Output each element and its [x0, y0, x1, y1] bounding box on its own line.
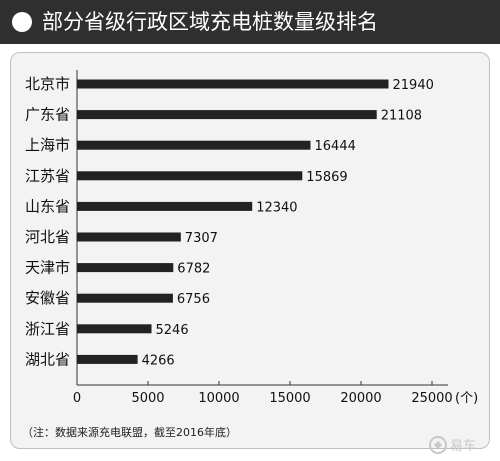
category-label: 山东省	[25, 197, 70, 215]
category-label: 北京市	[25, 75, 70, 93]
category-label: 江苏省	[25, 167, 70, 185]
x-tick-label: 10000	[198, 391, 239, 406]
bar-3	[77, 140, 311, 150]
bar-1	[77, 79, 389, 89]
category-label: 河北省	[25, 228, 70, 246]
bar-10	[77, 354, 138, 364]
bar-9	[77, 324, 152, 334]
data-label: 21940	[393, 78, 434, 93]
category-label: 广东省	[25, 106, 70, 124]
category-label: 天津市	[25, 259, 70, 277]
category-label: 湖北省	[25, 350, 70, 368]
data-label: 4266	[142, 353, 175, 368]
data-label: 6756	[177, 292, 210, 307]
bar-5	[77, 201, 253, 211]
watermark-text: 易车	[450, 438, 476, 454]
x-tick-label: 20000	[340, 391, 381, 406]
bar-8	[77, 293, 173, 303]
x-tick-label: 5000	[131, 391, 164, 406]
watermark-logo: 易车	[429, 436, 476, 454]
bar-2	[77, 110, 377, 120]
title-bar: 部分省级行政区域充电桩数量级排名	[0, 0, 500, 44]
category-label: 浙江省	[25, 320, 70, 338]
chart-title: 部分省级行政区域充电桩数量级排名	[42, 10, 378, 34]
bar-7	[77, 263, 174, 273]
data-label: 6782	[177, 262, 210, 277]
category-label: 安徽省	[25, 289, 70, 307]
data-label: 21108	[381, 109, 422, 124]
x-tick-label: 25000	[411, 391, 452, 406]
x-tick-label: 0	[73, 391, 81, 406]
bar-4	[77, 171, 303, 181]
data-label: 7307	[185, 231, 218, 246]
category-label: 上海市	[25, 136, 70, 154]
source-note: （注：数据来源充电联盟，截至2016年底）	[22, 426, 237, 439]
data-label: 12340	[256, 200, 297, 215]
data-label: 5246	[156, 323, 189, 338]
bar-6	[77, 232, 181, 242]
bullet-icon	[12, 12, 32, 32]
x-unit-label: (个)	[455, 391, 478, 406]
data-label: 15869	[306, 170, 347, 185]
x-tick-label: 15000	[269, 391, 310, 406]
data-label: 16444	[315, 139, 356, 154]
